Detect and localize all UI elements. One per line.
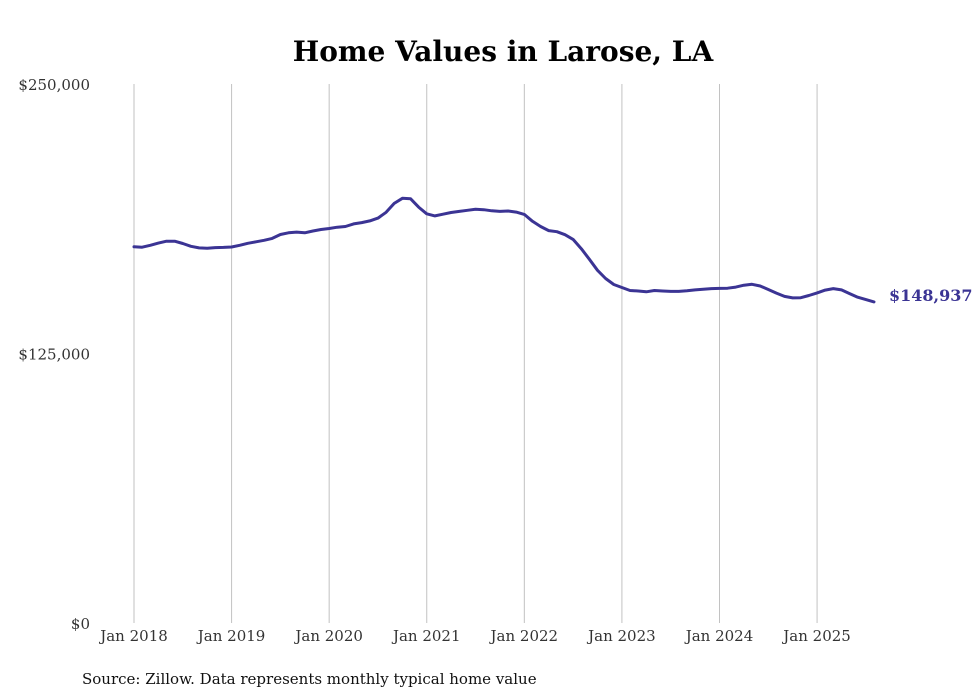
x-tick-label: Jan 2024 — [684, 627, 754, 645]
source-note: Source: Zillow. Data represents monthly … — [82, 670, 537, 688]
last-value-label: $148,937 — [889, 286, 973, 305]
x-tick-label: Jan 2021 — [391, 627, 461, 645]
y-tick-label: $250,000 — [18, 76, 90, 94]
x-tick-label: Jan 2018 — [98, 627, 168, 645]
x-tick-label: Jan 2025 — [781, 627, 851, 645]
x-tick-label: Jan 2019 — [196, 627, 266, 645]
y-axis-tick-labels: $0 $125,000 $250,000 — [18, 76, 90, 633]
vertical-gridlines — [133, 84, 818, 623]
x-tick-label: Jan 2022 — [489, 627, 559, 645]
x-tick-label: Jan 2023 — [586, 627, 656, 645]
y-tick-label: $0 — [71, 615, 90, 633]
y-tick-label: $125,000 — [18, 346, 90, 364]
series-line-home-value — [132, 196, 876, 304]
x-tick-label: Jan 2020 — [293, 627, 363, 645]
chart-title: Home Values in Larose, LA — [293, 35, 715, 68]
x-axis-tick-labels: Jan 2018 Jan 2019 Jan 2020 Jan 2021 Jan 2022… — [98, 627, 851, 645]
